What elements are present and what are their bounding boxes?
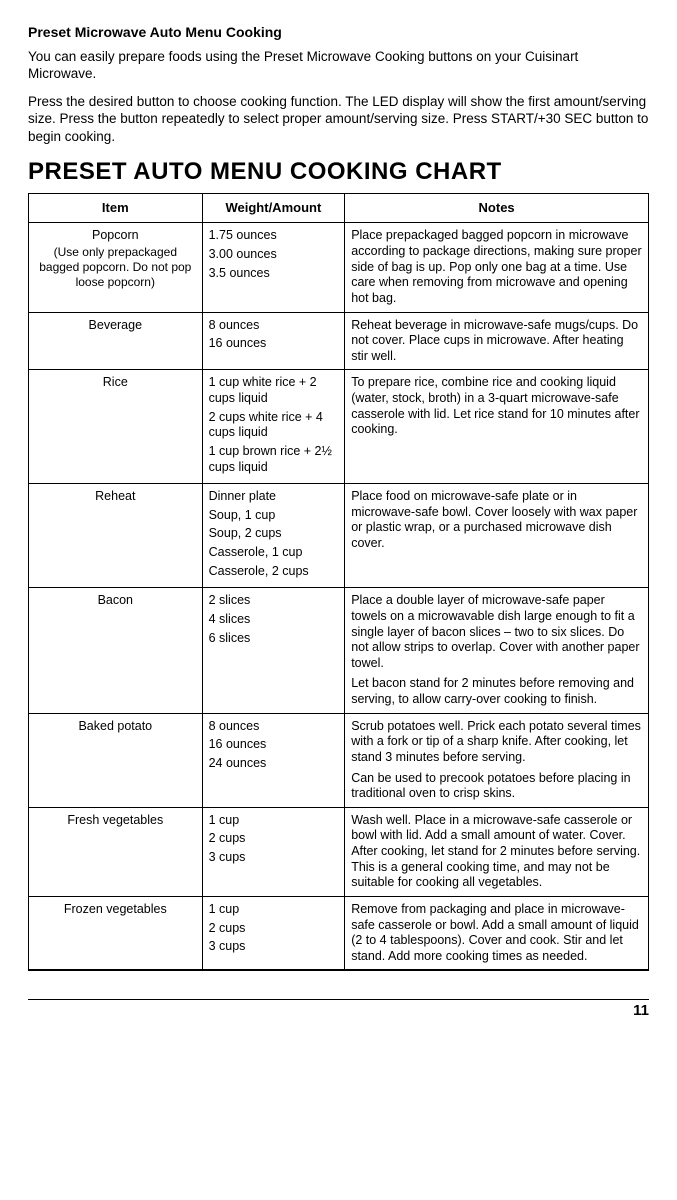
- weight-line: 3.5 ounces: [209, 266, 339, 282]
- cell-notes: Place food on microwave-safe plate or in…: [345, 484, 649, 588]
- cell-weight: 2 slices 4 slices 6 slices: [202, 588, 345, 713]
- weight-line: Soup, 2 cups: [209, 526, 339, 542]
- table-row: Reheat Dinner plate Soup, 1 cup Soup, 2 cup…: [29, 484, 649, 588]
- item-name: Reheat: [35, 489, 196, 505]
- weight-line: 3.00 ounces: [209, 247, 339, 263]
- weight-line: 2 cups white rice + 4 cups liquid: [209, 410, 339, 441]
- table-body: Popcorn(Use only prepackaged bagged popc…: [29, 223, 649, 971]
- notes-paragraph: Wash well. Place in a microwave-safe cas…: [351, 813, 642, 891]
- notes-paragraph: Place a double layer of microwave-safe p…: [351, 593, 642, 671]
- col-header-weight: Weight/Amount: [202, 194, 345, 223]
- weight-line: 1.75 ounces: [209, 228, 339, 244]
- weight-line: 6 slices: [209, 631, 339, 647]
- weight-line: Soup, 1 cup: [209, 508, 339, 524]
- col-header-item: Item: [29, 194, 203, 223]
- cell-notes: Wash well. Place in a microwave-safe cas…: [345, 807, 649, 896]
- weight-line: 3 cups: [209, 850, 339, 866]
- weight-line: 8 ounces: [209, 318, 339, 334]
- table-header-row: Item Weight/Amount Notes: [29, 194, 649, 223]
- cell-item: Bacon: [29, 588, 203, 713]
- item-name: Frozen vegetables: [35, 902, 196, 918]
- cell-item: Baked potato: [29, 713, 203, 807]
- cell-weight: Dinner plate Soup, 1 cup Soup, 2 cups Casse…: [202, 484, 345, 588]
- intro-paragraph-1: You can easily prepare foods using the P…: [28, 48, 649, 83]
- cell-notes: To prepare rice, combine rice and cookin…: [345, 370, 649, 484]
- page-number: 11: [28, 999, 649, 1021]
- weight-line: 1 cup: [209, 902, 339, 918]
- item-name: Bacon: [35, 593, 196, 609]
- notes-paragraph: Remove from packaging and place in micro…: [351, 902, 642, 965]
- item-name: Beverage: [35, 318, 196, 334]
- cell-item: Fresh vegetables: [29, 807, 203, 896]
- cell-notes: Remove from packaging and place in micro…: [345, 896, 649, 970]
- col-header-notes: Notes: [345, 194, 649, 223]
- cell-weight: 1 cup 2 cups 3 cups: [202, 896, 345, 970]
- cell-item: Beverage: [29, 312, 203, 370]
- item-name: Fresh vegetables: [35, 813, 196, 829]
- weight-line: 1 cup white rice + 2 cups liquid: [209, 375, 339, 406]
- table-row: Baked potato 8 ounces 16 ounces 24 ounces Sc…: [29, 713, 649, 807]
- intro-paragraph-2: Press the desired button to choose cooki…: [28, 93, 649, 146]
- weight-line: 2 slices: [209, 593, 339, 609]
- cell-weight: 8 ounces 16 ounces 24 ounces: [202, 713, 345, 807]
- weight-line: 2 cups: [209, 921, 339, 937]
- cell-weight: 8 ounces 16 ounces: [202, 312, 345, 370]
- notes-paragraph: Scrub potatoes well. Prick each potato s…: [351, 719, 642, 766]
- weight-line: Casserole, 1 cup: [209, 545, 339, 561]
- weight-line: 8 ounces: [209, 719, 339, 735]
- notes-paragraph: Place prepackaged bagged popcorn in micr…: [351, 228, 642, 306]
- weight-line: 24 ounces: [209, 756, 339, 772]
- cell-item: Frozen vegetables: [29, 896, 203, 970]
- table-row: Fresh vegetables 1 cup 2 cups 3 cups Wash we…: [29, 807, 649, 896]
- weight-line: Casserole, 2 cups: [209, 564, 339, 580]
- cell-item: Popcorn(Use only prepackaged bagged popc…: [29, 223, 203, 312]
- item-name: Popcorn: [35, 228, 196, 244]
- section-title: Preset Microwave Auto Menu Cooking: [28, 24, 649, 42]
- table-row: Rice 1 cup white rice + 2 cups liquid 2 cu…: [29, 370, 649, 484]
- cell-notes: Scrub potatoes well. Prick each potato s…: [345, 713, 649, 807]
- notes-paragraph: To prepare rice, combine rice and cookin…: [351, 375, 642, 438]
- cell-weight: 1 cup white rice + 2 cups liquid 2 cups w…: [202, 370, 345, 484]
- weight-line: Dinner plate: [209, 489, 339, 505]
- notes-paragraph: Reheat beverage in microwave-safe mugs/c…: [351, 318, 642, 365]
- chart-title: PRESET AUTO MENU COOKING CHART: [28, 157, 649, 187]
- table-row: Beverage 8 ounces 16 ounces Reheat beverage…: [29, 312, 649, 370]
- weight-line: 4 slices: [209, 612, 339, 628]
- item-name: Baked potato: [35, 719, 196, 735]
- cell-weight: 1.75 ounces 3.00 ounces 3.5 ounces: [202, 223, 345, 312]
- cell-notes: Place prepackaged bagged popcorn in micr…: [345, 223, 649, 312]
- cell-item: Reheat: [29, 484, 203, 588]
- cell-weight: 1 cup 2 cups 3 cups: [202, 807, 345, 896]
- weight-line: 1 cup: [209, 813, 339, 829]
- weight-line: 3 cups: [209, 939, 339, 955]
- weight-line: 16 ounces: [209, 737, 339, 753]
- notes-paragraph: Place food on microwave-safe plate or in…: [351, 489, 642, 552]
- notes-paragraph: Let bacon stand for 2 minutes before rem…: [351, 676, 642, 707]
- cell-item: Rice: [29, 370, 203, 484]
- weight-line: 2 cups: [209, 831, 339, 847]
- table-row: Popcorn(Use only prepackaged bagged popc…: [29, 223, 649, 312]
- cooking-chart-table: Item Weight/Amount Notes Popcorn(Use onl…: [28, 193, 649, 971]
- weight-line: 16 ounces: [209, 336, 339, 352]
- item-subtext: (Use only prepackaged bagged popcorn. Do…: [35, 245, 196, 290]
- cell-notes: Place a double layer of microwave-safe p…: [345, 588, 649, 713]
- notes-paragraph: Can be used to precook potatoes before p…: [351, 771, 642, 802]
- table-row: Frozen vegetables 1 cup 2 cups 3 cups Remove…: [29, 896, 649, 970]
- weight-line: 1 cup brown rice + 2½ cups liquid: [209, 444, 339, 475]
- table-row: Bacon 2 slices 4 slices 6 slices Place a dou…: [29, 588, 649, 713]
- cell-notes: Reheat beverage in microwave-safe mugs/c…: [345, 312, 649, 370]
- item-name: Rice: [35, 375, 196, 391]
